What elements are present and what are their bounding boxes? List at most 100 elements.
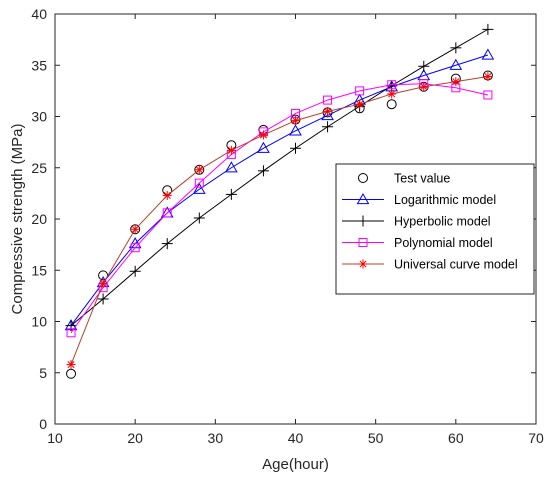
data-point (451, 77, 461, 87)
data-point (129, 265, 141, 277)
marker-triangle (257, 141, 270, 153)
data-point (257, 141, 270, 153)
data-point (162, 208, 172, 218)
marker-square (323, 95, 333, 105)
series-hyperbolic-model (65, 23, 494, 332)
legend-marker (357, 215, 369, 227)
legend: Test value Logarithmic model Hyperbolic mo… (335, 163, 535, 295)
data-point (419, 82, 429, 92)
data-point (449, 58, 463, 70)
data-point (355, 99, 365, 109)
series-layer (64, 23, 495, 379)
data-point (66, 360, 76, 370)
data-point (450, 42, 462, 54)
y-tick-label: 15 (31, 262, 47, 278)
marker-triangle (289, 124, 302, 136)
legend-label: Logarithmic model (394, 193, 496, 207)
data-point (130, 224, 140, 234)
marker-square (194, 178, 204, 188)
series-universal-curve-model (66, 72, 493, 370)
data-point (322, 121, 334, 133)
marker-asterisk-d2 (291, 117, 300, 125)
data-point (98, 279, 108, 289)
legend-marker (358, 238, 368, 247)
data-point (481, 48, 495, 60)
marker-asterisk-d2 (195, 166, 203, 174)
marker-triangle (225, 161, 238, 173)
x-tick-label: 20 (127, 430, 143, 446)
data-point (323, 106, 333, 116)
legend-entry: Hyperbolic model (342, 215, 491, 229)
data-point (257, 165, 269, 177)
x-tick-label: 10 (47, 430, 63, 446)
data-point (418, 60, 430, 72)
marker-asterisk-d2 (484, 72, 492, 81)
series-line (70, 54, 489, 326)
legend-entry: Polynomial model (342, 236, 493, 250)
y-tick-label: 30 (31, 109, 47, 125)
data-point (483, 72, 493, 82)
data-point (289, 124, 302, 136)
axis-layer: 10 20 30 40 50 60 70 0 5 10 15 20 25 30 35 40 (31, 6, 544, 446)
data-point (225, 161, 238, 173)
marker-square (387, 80, 397, 90)
marker-asterisk-d2 (359, 260, 367, 268)
data-point (66, 328, 76, 338)
marker-triangle (192, 182, 206, 194)
legend-entry: Universal curve model (342, 258, 518, 272)
marker-circle (358, 173, 368, 183)
y-tick-label: 5 (39, 365, 47, 381)
marker-triangle (449, 58, 463, 70)
legend-label: Test value (394, 172, 450, 186)
marker-asterisk-d2 (99, 280, 107, 288)
marker-asterisk-d2 (227, 146, 235, 154)
data-point (355, 86, 365, 96)
legend-marker (358, 259, 368, 269)
marker-asterisk-d2 (356, 100, 364, 108)
marker-asterisk-d2 (452, 78, 460, 86)
data-point (483, 90, 493, 100)
legend-entry: Test value (358, 172, 450, 186)
series-line (70, 76, 488, 365)
data-point (226, 145, 236, 155)
marker-square (483, 90, 493, 100)
y-tick-label: 20 (31, 211, 47, 227)
marker-square (358, 238, 368, 247)
marker-triangle (481, 48, 495, 60)
legend-label: Hyperbolic model (394, 215, 491, 229)
legend-box (335, 163, 535, 295)
data-point (290, 142, 301, 154)
y-tick-label: 0 (39, 416, 47, 432)
x-tick-label: 50 (368, 430, 384, 446)
x-tick-label: 70 (528, 430, 544, 446)
legend-label: Universal curve model (394, 258, 518, 272)
marker-square (162, 208, 172, 218)
y-tick-label: 10 (31, 314, 47, 330)
data-point (192, 182, 206, 194)
marker-asterisk-d2 (163, 191, 171, 199)
series-line (70, 28, 489, 326)
x-tick-label: 40 (288, 430, 304, 446)
data-point (386, 99, 397, 110)
x-tick-label: 60 (448, 430, 464, 446)
data-point (97, 293, 109, 305)
data-point (162, 190, 172, 200)
legend-marker (358, 173, 368, 183)
data-point (161, 238, 173, 250)
marker-asterisk-d2 (324, 107, 332, 115)
marker-circle (386, 99, 397, 110)
legend-marker (356, 192, 370, 205)
marker-asterisk-d2 (388, 90, 396, 98)
data-point (482, 23, 494, 35)
data-point (194, 178, 204, 188)
marker-square (355, 86, 365, 96)
x-tick-label: 30 (208, 430, 224, 446)
x-axis-label: Age(hour) (262, 456, 329, 473)
legend-label: Polynomial model (394, 236, 493, 250)
marker-triangle (356, 192, 370, 205)
y-tick-label: 40 (31, 6, 47, 22)
y-tick-label: 25 (31, 160, 47, 176)
data-point (225, 188, 237, 200)
data-point (258, 130, 268, 140)
